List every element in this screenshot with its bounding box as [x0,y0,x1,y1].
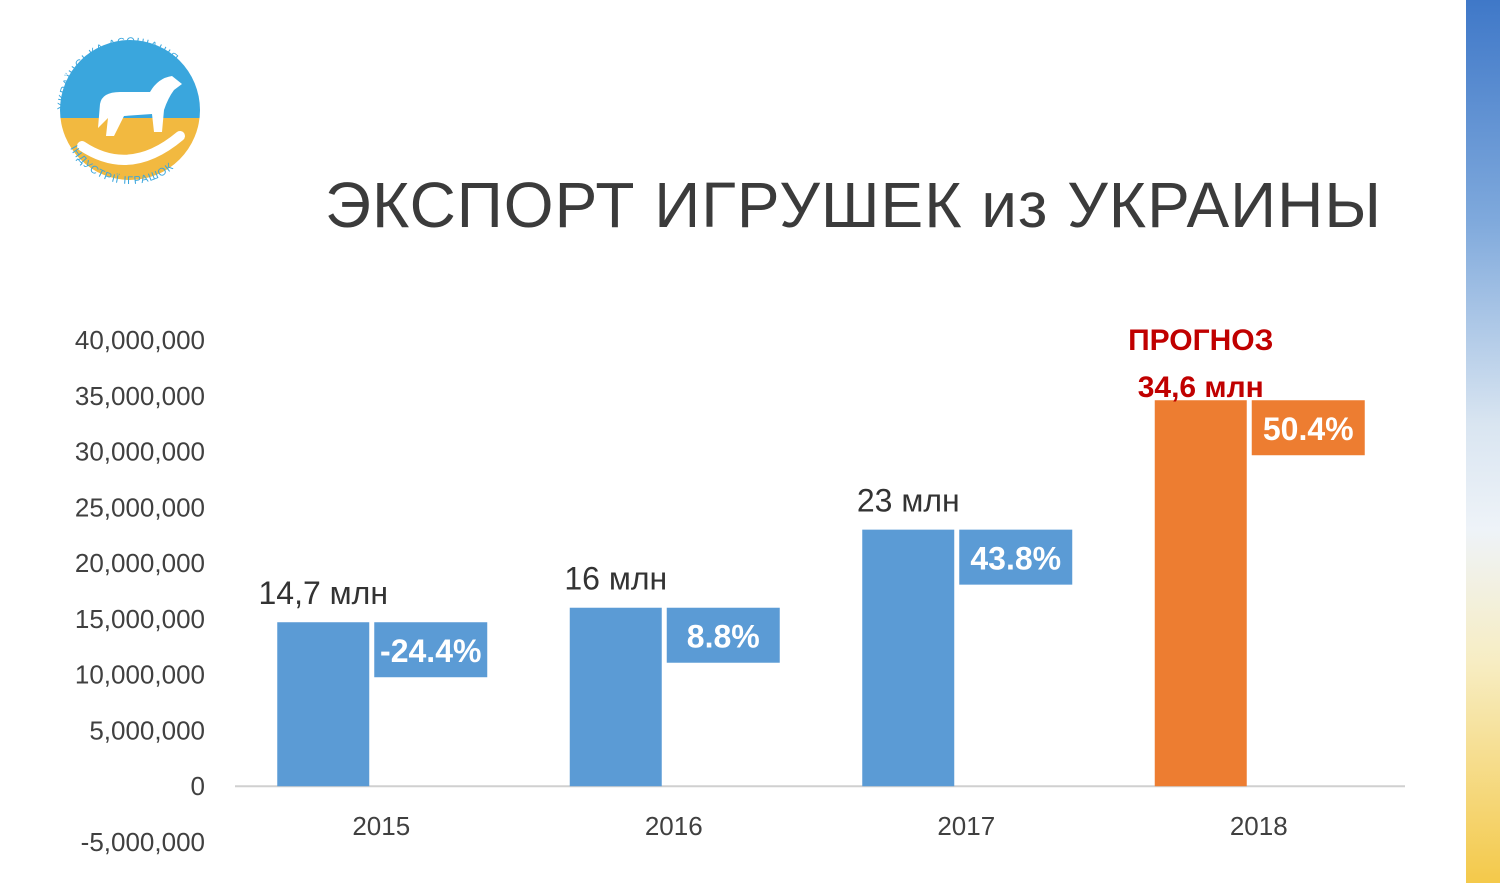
value-label: 34,6 млн [1138,371,1264,404]
x-tick-label: 2015 [352,811,410,841]
y-tick-label: 0 [191,771,205,801]
change-label-box [1251,400,1365,456]
change-label-box [959,529,1073,585]
y-tick-label: -5,000,000 [81,827,205,857]
change-label: -24.4% [380,633,481,669]
value-label: 14,7 млн [258,575,388,611]
y-tick-label: 15,000,000 [75,604,205,634]
x-tick-label: 2018 [1230,811,1288,841]
y-tick-label: 30,000,000 [75,437,205,467]
bar [569,607,662,787]
y-tick-label: 20,000,000 [75,548,205,578]
bar [277,622,370,787]
page-title: ЭКСПОРТ ИГРУШЕК из УКРАИНЫ [325,169,1383,241]
association-logo: УКРАЇНСЬКА АСОЦІАЦІЯ ІНДУСТРІЇ ІГРАШОК [56,36,200,187]
bar [1154,400,1247,787]
y-tick-label: 10,000,000 [75,660,205,690]
flag-gradient-strip [1466,0,1500,883]
value-label: 16 млн [564,561,667,597]
change-label: 43.8% [970,541,1061,577]
value-label: 23 млн [857,483,960,519]
change-label: 8.8% [687,619,760,655]
forecast-label: ПРОГНОЗ [1128,324,1273,357]
change-label-box [374,622,488,678]
rocking-horse-icon [77,76,185,165]
x-tick-label: 2017 [937,811,995,841]
x-tick-label: 2016 [645,811,703,841]
y-tick-label: 5,000,000 [89,715,205,745]
change-label: 50.4% [1263,411,1354,447]
y-tick-label: 40,000,000 [75,325,205,355]
y-tick-label: 35,000,000 [75,381,205,411]
y-tick-label: 25,000,000 [75,492,205,522]
bar [862,529,955,787]
change-label-box [666,607,780,663]
